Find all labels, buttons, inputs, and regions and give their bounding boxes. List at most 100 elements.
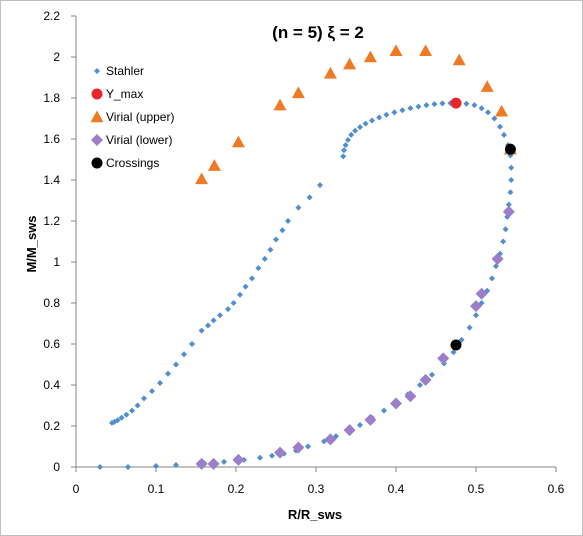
stahler-point bbox=[255, 265, 262, 272]
virial-upper-point bbox=[231, 135, 245, 148]
stahler-point bbox=[173, 461, 179, 468]
stahler-point bbox=[473, 312, 479, 319]
stahler-point bbox=[306, 194, 313, 201]
stahler-point bbox=[249, 275, 255, 282]
x-axis-title: R/R_sws bbox=[288, 507, 342, 522]
virial-upper-point bbox=[291, 86, 305, 99]
virial-lower-point bbox=[232, 453, 245, 466]
stahler-point bbox=[341, 147, 347, 154]
virial-lower-point bbox=[292, 441, 305, 454]
stahler-point bbox=[305, 443, 311, 450]
y-axis-title: M/M_sws bbox=[24, 215, 39, 272]
y-tick-label: 1 bbox=[53, 255, 60, 269]
virial-lower-point bbox=[343, 424, 356, 437]
x-tick-label: 0.3 bbox=[308, 482, 325, 496]
stahler-point bbox=[491, 115, 498, 122]
stahler-point bbox=[485, 109, 491, 116]
stahler-point bbox=[129, 407, 135, 414]
virial-lower-point bbox=[274, 446, 286, 459]
stahler-point bbox=[357, 421, 363, 428]
stahler-point bbox=[478, 105, 485, 112]
stahler-point bbox=[348, 131, 355, 138]
virial-lower-point bbox=[404, 390, 417, 403]
axes: 0 0.1 0.2 0.3 0.4 0.5 0.6 0 0.2 0.4 0.6 0.8 1 1.2 1.4 1… bbox=[43, 9, 564, 496]
stahler-point bbox=[399, 107, 406, 114]
virial-upper-point bbox=[452, 53, 466, 66]
stahler-point bbox=[471, 102, 478, 109]
stahler-point bbox=[340, 153, 347, 160]
y-tick-label: 0.4 bbox=[43, 378, 60, 392]
y-tick-label: 1.6 bbox=[43, 132, 60, 146]
virial-upper-point bbox=[273, 98, 287, 111]
stahler-point bbox=[97, 464, 103, 470]
stahler-point bbox=[342, 142, 349, 149]
virial-upper-point bbox=[207, 159, 221, 171]
stahler-point bbox=[273, 236, 279, 243]
stahler-point bbox=[261, 255, 268, 262]
stahler-point bbox=[295, 204, 302, 211]
legend-label-y-max: Y_max bbox=[106, 87, 143, 101]
virial-lower-point bbox=[324, 433, 337, 446]
stahler-point bbox=[415, 103, 422, 110]
y-tick-label: 1.2 bbox=[43, 214, 60, 228]
x-tick-label: 0.1 bbox=[148, 482, 165, 496]
y-tick-label: 0 bbox=[53, 460, 60, 474]
stahler-point bbox=[450, 349, 457, 356]
stahler-point bbox=[173, 361, 179, 368]
stahler-point bbox=[210, 317, 217, 324]
stahler-point bbox=[157, 379, 163, 386]
legend-marker-virial-lower bbox=[91, 134, 103, 146]
stahler-point bbox=[500, 238, 507, 245]
stahler-point bbox=[134, 402, 141, 409]
stahler-point bbox=[149, 388, 155, 395]
stahler-point bbox=[508, 164, 515, 171]
stahler-point bbox=[125, 464, 131, 470]
stahler-point bbox=[489, 275, 495, 282]
stahler-point bbox=[165, 370, 171, 377]
stahler-point bbox=[497, 123, 503, 130]
virial-upper-point bbox=[195, 172, 209, 185]
stahler-point bbox=[505, 201, 512, 208]
stahler-point bbox=[198, 327, 205, 334]
stahler-point bbox=[257, 454, 263, 461]
stahler-point bbox=[237, 291, 243, 298]
virial-lower-point bbox=[419, 373, 432, 386]
legend-label-stahler: Stahler bbox=[106, 64, 144, 78]
crossings-point bbox=[504, 143, 516, 155]
stahler-point bbox=[431, 101, 438, 108]
legend-label-virial-lower: Virial (lower) bbox=[106, 133, 172, 147]
virial-upper-point bbox=[343, 57, 357, 70]
stahler-point bbox=[217, 312, 223, 319]
stahler-point bbox=[391, 109, 398, 116]
stahler-point bbox=[279, 227, 286, 234]
stahler-point bbox=[230, 300, 237, 306]
stahler-point bbox=[508, 177, 515, 183]
legend-marker-virial-upper bbox=[90, 110, 104, 123]
virial-upper-point bbox=[480, 80, 494, 92]
y-tick-label: 0.6 bbox=[43, 337, 60, 351]
y-tick-label: 0.8 bbox=[43, 296, 60, 310]
y-tick-label: 1.8 bbox=[43, 91, 60, 105]
virial-lower-point bbox=[195, 457, 208, 470]
stahler-point bbox=[267, 246, 274, 253]
stahler-point bbox=[285, 218, 291, 224]
stahler-point bbox=[466, 324, 473, 331]
stahler-point bbox=[417, 382, 423, 388]
virial-lower-point bbox=[437, 352, 450, 365]
stahler-point bbox=[362, 120, 369, 127]
virial-lower-point bbox=[502, 205, 515, 218]
virial-upper-point bbox=[419, 44, 433, 57]
legend-label-virial-upper: Virial (upper) bbox=[106, 110, 174, 124]
stahler-point bbox=[429, 371, 435, 378]
stahler-point bbox=[381, 407, 387, 414]
legend-marker-stahler bbox=[94, 68, 100, 74]
y-tick-label: 2 bbox=[53, 50, 60, 64]
virial-upper-point bbox=[389, 44, 403, 57]
chart-title: (n = 5) ξ = 2 bbox=[272, 23, 364, 42]
legend-label-crossings: Crossings bbox=[106, 156, 159, 170]
stahler-point bbox=[369, 117, 375, 124]
stahler-point bbox=[352, 127, 359, 134]
x-tick-label: 0.4 bbox=[388, 482, 405, 496]
x-tick-label: 0 bbox=[73, 482, 80, 496]
